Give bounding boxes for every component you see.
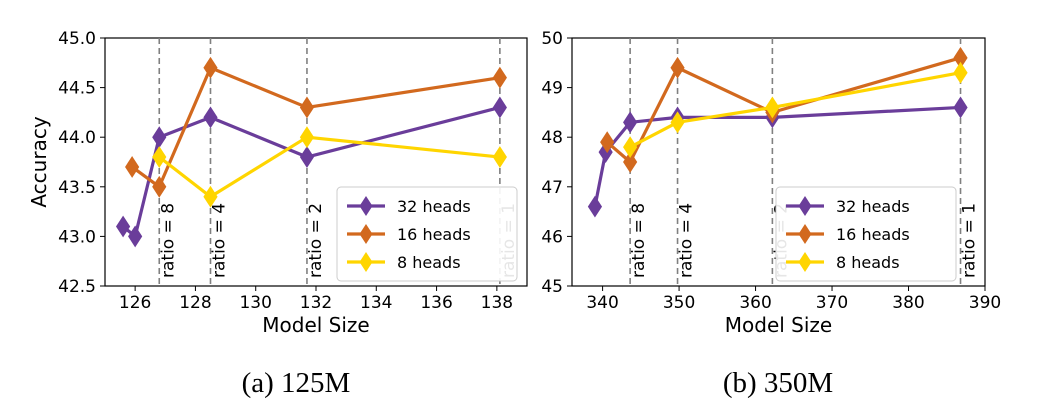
x-tick-label: 350 <box>663 293 695 313</box>
data-point-marker <box>203 106 218 129</box>
x-tick-label: 126 <box>119 293 151 313</box>
y-tick-label: 45.0 <box>58 29 96 49</box>
axes-frame <box>571 37 986 287</box>
legend-label: 32 heads <box>397 197 471 216</box>
ratio-label: ratio = 4 <box>677 203 697 278</box>
y-tick-label: 42.5 <box>58 277 96 297</box>
data-point-marker <box>587 195 603 218</box>
y-tick-label: 45 <box>541 277 563 297</box>
y-axis-label: Accuracy <box>27 116 51 207</box>
legend-marker <box>359 224 373 244</box>
data-point-marker <box>623 111 638 134</box>
data-point-marker <box>492 96 507 119</box>
x-axis-label: Model Size <box>262 313 369 337</box>
legend-label: 8 heads <box>397 253 461 272</box>
data-point-marker <box>152 175 167 198</box>
data-point-marker <box>152 126 167 149</box>
data-point-marker <box>953 61 968 84</box>
data-point-marker <box>299 96 315 119</box>
y-tick-label: 49 <box>541 79 563 99</box>
x-tick-label: 130 <box>239 293 271 313</box>
legend-label: 16 heads <box>836 225 910 244</box>
x-axis-label: Model Size <box>725 313 832 337</box>
series-line <box>158 135 501 199</box>
series-line <box>593 105 961 207</box>
legend-marker <box>359 196 373 216</box>
data-point-marker <box>128 225 143 248</box>
data-point-marker <box>152 146 167 168</box>
chart-caption: (a) 125M <box>242 367 351 399</box>
data-point-marker <box>299 126 315 149</box>
data-point-marker <box>623 151 638 173</box>
y-tick-label: 44.0 <box>58 128 96 148</box>
ratio-label: ratio = 8 <box>629 203 649 278</box>
chart-caption: (b) 350M <box>723 367 833 399</box>
x-tick-label: 340 <box>586 293 618 313</box>
ratio-label: ratio = 1 <box>960 203 980 278</box>
y-tick-label: 47 <box>541 178 563 198</box>
x-tick-label: 138 <box>481 293 513 313</box>
legend-label: 16 heads <box>397 225 471 244</box>
ratio-label: ratio = 8 <box>158 203 178 278</box>
x-tick-label: 134 <box>360 293 392 313</box>
data-point-marker <box>492 146 507 168</box>
y-tick-label: 48 <box>541 128 563 148</box>
legend-label: 32 heads <box>836 197 910 216</box>
y-tick-label: 50 <box>541 29 563 49</box>
data-point-marker <box>765 96 780 119</box>
data-point-marker <box>670 56 685 79</box>
legend-marker <box>798 196 812 216</box>
ratio-label: ratio = 4 <box>210 203 230 278</box>
chart-panel-1: 126 128 130 132 134 136 138 42.5 43.0 43.5 44.0 44.… <box>27 29 528 399</box>
legend-marker <box>359 252 373 272</box>
legend-label: 8 heads <box>836 253 900 272</box>
data-point-marker <box>203 185 218 208</box>
legend-marker <box>798 224 812 244</box>
data-point-marker <box>203 56 218 79</box>
data-point-marker <box>670 111 685 134</box>
ratio-label: ratio = 2 <box>306 203 326 278</box>
data-point-marker <box>953 96 968 119</box>
x-tick-label: 380 <box>892 293 924 313</box>
legend-box <box>336 186 518 282</box>
x-tick-label: 132 <box>300 293 332 313</box>
data-point-marker <box>299 146 315 168</box>
y-tick-label: 43.5 <box>58 178 96 198</box>
y-tick-label: 46 <box>541 227 563 247</box>
x-tick-label: 128 <box>179 293 211 313</box>
data-point-marker <box>623 136 638 159</box>
x-tick-label: 136 <box>420 293 452 313</box>
series-line <box>629 71 961 149</box>
x-tick-label: 370 <box>816 293 848 313</box>
legend-box <box>775 186 957 282</box>
data-point-marker <box>600 131 615 154</box>
y-tick-label: 44.5 <box>58 79 96 99</box>
y-tick-label: 43.0 <box>58 227 96 247</box>
data-point-marker <box>115 215 131 238</box>
x-tick-label: 360 <box>739 293 771 313</box>
x-tick-label: 390 <box>969 293 1001 313</box>
data-point-marker <box>125 156 140 178</box>
data-point-marker <box>492 66 507 89</box>
chart-panel-2: 340 350 360 370 380 390 45 46 47 48 49 50 Model Size… <box>541 29 1001 399</box>
legend-marker <box>798 252 812 272</box>
